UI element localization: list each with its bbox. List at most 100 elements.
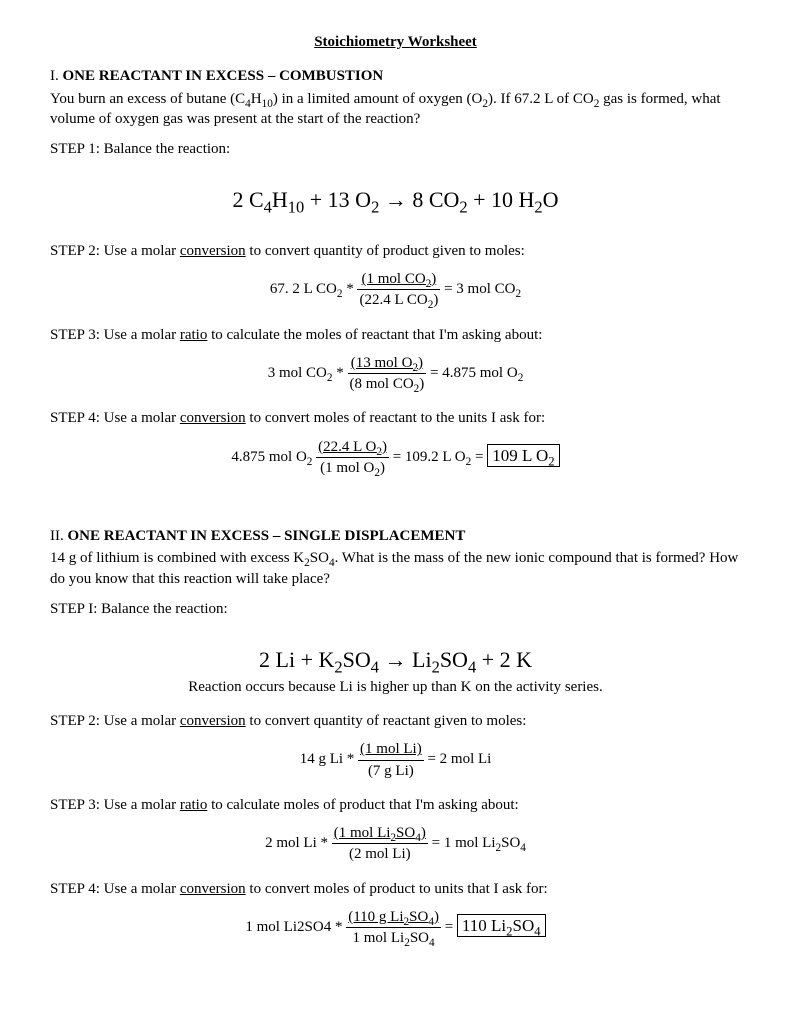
text: You burn an excess of butane (C bbox=[50, 91, 245, 107]
text: = 1 mol Li bbox=[432, 835, 496, 851]
section-2-step-4: STEP 4: Use a molar conversion to conver… bbox=[50, 879, 741, 899]
section-2-heading: II. ONE REACTANT IN EXCESS – SINGLE DISP… bbox=[50, 526, 741, 546]
section-1-title: ONE REACTANT IN EXCESS – COMBUSTION bbox=[63, 68, 384, 84]
section-2-equation: 2 Li + K2SO4 → Li2SO4 + 2 K bbox=[50, 645, 741, 675]
text: 2 mol Li * bbox=[265, 835, 332, 851]
text: O bbox=[543, 187, 559, 212]
section-2-calc-4: 1 mol Li2SO4 * (110 g Li2SO4) 1 mol Li2S… bbox=[50, 907, 741, 949]
text: (1 mol CO bbox=[362, 271, 426, 287]
answer-box: 110 Li2SO4 bbox=[457, 914, 546, 937]
text: SO bbox=[343, 647, 371, 672]
text: STEP 3: Use a molar bbox=[50, 327, 180, 343]
text: to calculate the moles of reactant that … bbox=[207, 327, 542, 343]
text: = 109.2 L O bbox=[393, 449, 466, 465]
section-1-step-1: STEP 1: Balance the reaction: bbox=[50, 139, 741, 159]
text: (1 mol Li) bbox=[358, 739, 424, 760]
text: ratio bbox=[180, 797, 208, 813]
text: STEP 4: Use a molar bbox=[50, 881, 180, 897]
text: + 13 O bbox=[304, 187, 371, 212]
text: (22.4 L O bbox=[318, 439, 376, 455]
text: * bbox=[333, 365, 348, 381]
text: (2 mol Li) bbox=[332, 844, 428, 864]
fraction: (1 mol Li2SO4) (2 mol Li) bbox=[332, 823, 428, 865]
text: (1 mol O bbox=[320, 460, 374, 476]
text: = 3 mol CO bbox=[444, 281, 515, 297]
text: 14 g of lithium is combined with excess … bbox=[50, 550, 304, 566]
text: 1 mol Li bbox=[353, 930, 405, 946]
text: = bbox=[445, 919, 457, 935]
text: = 4.875 mol O bbox=[430, 365, 518, 381]
text: ) bbox=[421, 825, 426, 841]
text: ) bbox=[380, 460, 385, 476]
fraction: (22.4 L O2) (1 mol O2) bbox=[316, 437, 389, 479]
text: SO bbox=[409, 909, 428, 925]
section-1-calc-3: 3 mol CO2 * (13 mol O2) (8 mol CO2) = 4.… bbox=[50, 353, 741, 395]
section-1-calc-2: 67. 2 L CO2 * (1 mol CO2) (22.4 L CO2) =… bbox=[50, 269, 741, 311]
text: H bbox=[272, 187, 288, 212]
section-2-note: Reaction occurs because Li is higher up … bbox=[50, 677, 741, 697]
text: SO bbox=[513, 916, 535, 935]
text: SO bbox=[501, 835, 520, 851]
text: STEP 2: Use a molar bbox=[50, 713, 180, 729]
text: (110 g Li bbox=[348, 909, 403, 925]
worksheet-title: Stoichiometry Worksheet bbox=[50, 32, 741, 52]
text: (13 mol O bbox=[351, 355, 413, 371]
text: STEP 2: Use a molar bbox=[50, 243, 180, 259]
text: 3 mol CO bbox=[268, 365, 327, 381]
text: 110 Li bbox=[462, 916, 506, 935]
text: conversion bbox=[180, 410, 246, 426]
text: ) bbox=[419, 376, 424, 392]
text: 67. 2 L CO bbox=[270, 281, 337, 297]
section-1-heading: I. ONE REACTANT IN EXCESS – COMBUSTION bbox=[50, 66, 741, 86]
section-1-roman: I. bbox=[50, 68, 59, 84]
text: (8 mol CO bbox=[350, 376, 414, 392]
text: 2 Li + K bbox=[259, 647, 334, 672]
text: (7 g Li) bbox=[358, 761, 424, 781]
text: ). If 67.2 L of CO bbox=[488, 91, 594, 107]
text: SO bbox=[410, 930, 429, 946]
text: conversion bbox=[180, 713, 246, 729]
section-1-step-3: STEP 3: Use a molar ratio to calculate t… bbox=[50, 325, 741, 345]
text: to convert quantity of reactant given to… bbox=[246, 713, 527, 729]
text: conversion bbox=[180, 881, 246, 897]
section-2-roman: II. bbox=[50, 528, 64, 544]
text: SO bbox=[310, 550, 329, 566]
text: to calculate moles of product that I'm a… bbox=[207, 797, 518, 813]
text: STEP 3: Use a molar bbox=[50, 797, 180, 813]
section-2-step-3: STEP 3: Use a molar ratio to calculate m… bbox=[50, 795, 741, 815]
text: ) bbox=[434, 909, 439, 925]
section-1-equation: 2 C4H10 + 13 O2 → 8 CO2 + 10 H2O bbox=[50, 185, 741, 215]
fraction: (1 mol Li) (7 g Li) bbox=[358, 739, 424, 781]
text: 1 mol Li2SO4 * bbox=[245, 919, 346, 935]
section-1-calc-4: 4.875 mol O2 (22.4 L O2) (1 mol O2) = 10… bbox=[50, 437, 741, 479]
text: → Li bbox=[379, 647, 432, 672]
text: → 8 CO bbox=[379, 187, 459, 212]
text: 4.875 mol O bbox=[231, 449, 306, 465]
text: STEP 4: Use a molar bbox=[50, 410, 180, 426]
text: (1 mol Li bbox=[334, 825, 391, 841]
text: ) bbox=[382, 439, 387, 455]
fraction: (110 g Li2SO4) 1 mol Li2SO4 bbox=[346, 907, 441, 949]
section-2-calc-2: 14 g Li * (1 mol Li) (7 g Li) = 2 mol Li bbox=[50, 739, 741, 781]
section-2-step-2: STEP 2: Use a molar conversion to conver… bbox=[50, 711, 741, 731]
text: * bbox=[342, 281, 357, 297]
section-2-title: ONE REACTANT IN EXCESS – SINGLE DISPLACE… bbox=[68, 528, 466, 544]
text: (22.4 L CO bbox=[359, 292, 427, 308]
text: + 2 K bbox=[476, 647, 532, 672]
text: 109 L O bbox=[492, 446, 548, 465]
text: ) in a limited amount of oxygen (O bbox=[273, 91, 483, 107]
text: = bbox=[471, 449, 487, 465]
text: to convert moles of product to units tha… bbox=[246, 881, 548, 897]
fraction: (13 mol O2) (8 mol CO2) bbox=[348, 353, 427, 395]
text: SO bbox=[440, 647, 468, 672]
text: ) bbox=[418, 355, 423, 371]
text: SO bbox=[396, 825, 415, 841]
section-2-calc-3: 2 mol Li * (1 mol Li2SO4) (2 mol Li) = 1… bbox=[50, 823, 741, 865]
fraction: (1 mol CO2) (22.4 L CO2) bbox=[357, 269, 440, 311]
text: ratio bbox=[180, 327, 208, 343]
section-1-step-2: STEP 2: Use a molar conversion to conver… bbox=[50, 241, 741, 261]
text: ) bbox=[431, 271, 436, 287]
text: ) bbox=[433, 292, 438, 308]
text: 14 g Li * bbox=[300, 752, 358, 768]
section-1-prompt: You burn an excess of butane (C4H10) in … bbox=[50, 89, 741, 130]
